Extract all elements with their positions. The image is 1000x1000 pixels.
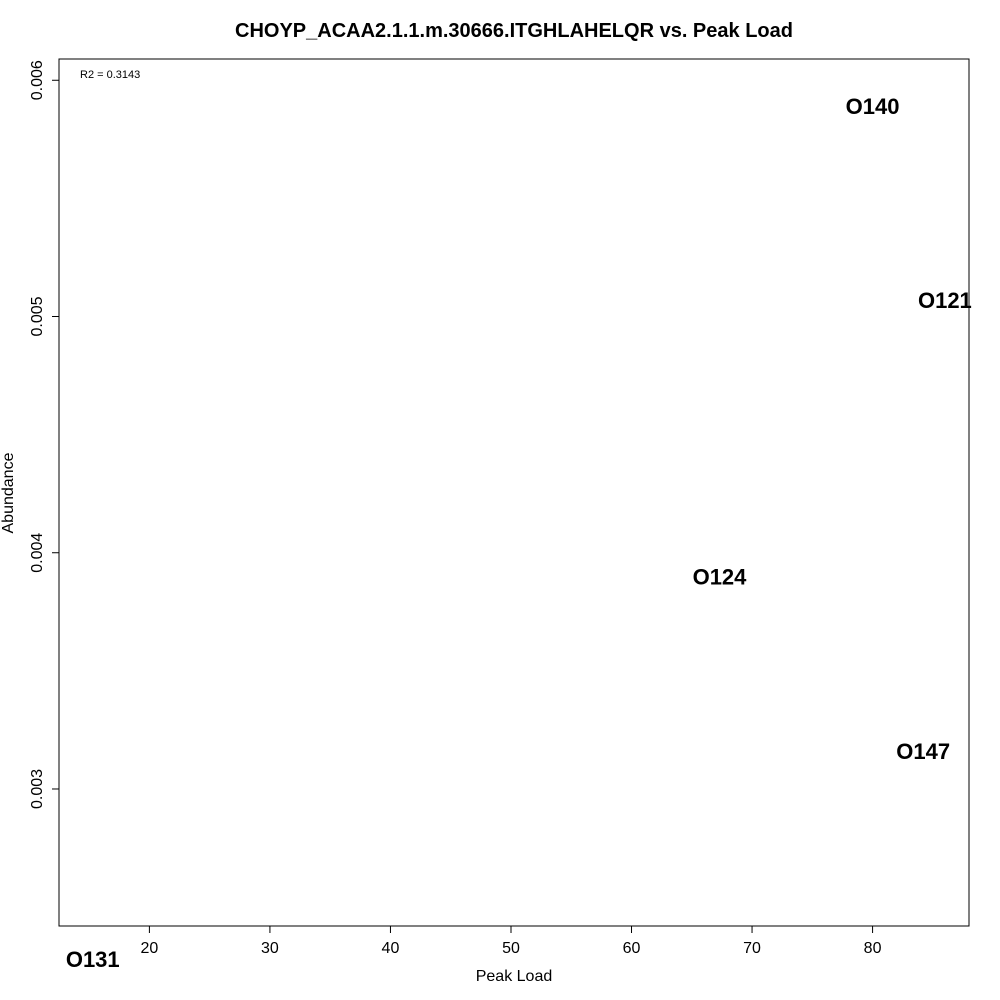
x-axis-label: Peak Load <box>476 968 553 985</box>
data-points: O140 O121 O124 O147 O131 <box>66 94 972 972</box>
data-point-label: O131 <box>66 947 120 972</box>
y-tick-label: 0.003 <box>29 769 46 809</box>
x-tick-label: 80 <box>864 940 882 957</box>
y-tick-label: 0.005 <box>29 296 46 336</box>
x-tick-label: 20 <box>140 940 158 957</box>
data-point-label: O147 <box>896 739 950 764</box>
data-point-label: O140 <box>846 94 900 119</box>
x-tick-label: 70 <box>743 940 761 957</box>
y-axis-label: Abundance <box>0 452 17 533</box>
x-tick-label: 60 <box>623 940 641 957</box>
x-axis: 20 30 40 50 60 70 80 <box>140 926 882 957</box>
x-tick-label: 30 <box>261 940 279 957</box>
x-tick-label: 40 <box>382 940 400 957</box>
y-tick-label: 0.006 <box>29 60 46 100</box>
data-point-label: O124 <box>693 564 748 589</box>
chart-title: CHOYP_ACAA2.1.1.m.30666.ITGHLAHELQR vs. … <box>235 20 793 42</box>
plot-frame <box>58 58 970 927</box>
y-axis: 0.003 0.004 0.005 0.006 <box>29 60 59 809</box>
r-squared-annotation: R2 = 0.3143 <box>80 69 140 81</box>
x-tick-label: 50 <box>502 940 520 957</box>
data-point-label: O121 <box>918 288 972 313</box>
y-tick-label: 0.004 <box>29 533 46 573</box>
